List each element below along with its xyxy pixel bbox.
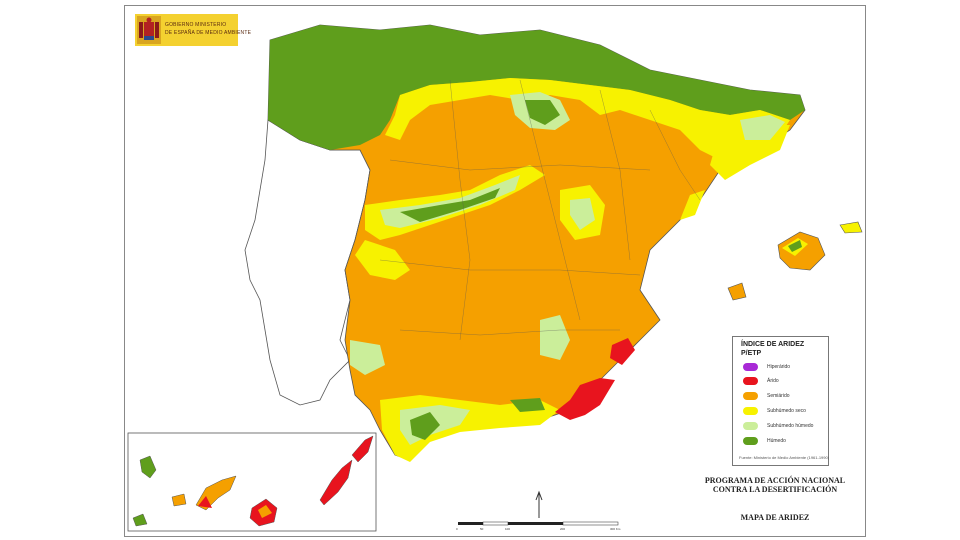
cazorla-moist [540,315,570,360]
legend-swatch [743,437,758,445]
catalonia-coast [680,190,705,220]
central-humid [400,188,500,222]
logo-line-1: GOBIERNO MINISTERIO [165,22,227,28]
southwest-subhumid [350,340,385,375]
legend-swatch [743,377,758,385]
nevada-humid [510,398,545,412]
north-humid-patch [525,100,560,125]
menorca [839,221,863,234]
legend-swatch [743,392,758,400]
lanzarote [351,435,374,463]
catalonia-moist [740,115,785,140]
west-subhumid [355,240,410,280]
arid-murcia [610,338,635,365]
fuerteventura [319,459,353,506]
ibiza [727,282,747,301]
legend-label: Húmedo [767,438,786,444]
scale-label-100: 100 [505,527,511,531]
legend-swatch [743,422,758,430]
scale-label-0: 0 [456,527,458,531]
legend-label: Subhúmedo seco [767,408,806,414]
iberian-moist [570,198,595,230]
province-borders [379,79,701,341]
north-transition [385,78,790,160]
gran-canaria-center [258,505,272,518]
ministry-logo: GOBIERNO MINISTERIO DE ESPAÑA DE MEDIO A… [135,14,251,46]
legend-label: Subhúmedo húmedo [767,423,814,429]
legend-label: Árido [767,378,779,384]
program-title-line-2: CONTRA LA DESERTIFICACIÓN [712,485,838,494]
tenerife-red [198,496,212,508]
logo-line-2: DE ESPAÑA DE MEDIO AMBIENTE [165,30,252,36]
legend-subtitle: P/ETP [741,350,762,357]
legend-swatch [743,363,758,371]
map-title: MAPA DE ARIDEZ [740,513,810,522]
legend-swatch [743,407,758,415]
la-gomera [171,493,187,507]
program-title: PROGRAMA DE ACCIÓN NACIONAL CONTRA LA DE… [700,476,850,494]
legend-label: Semiárido [767,393,790,399]
legend-label: Hiperárido [767,364,791,370]
scale-label-300: 300 Km [610,527,621,531]
arid-almeria [555,378,615,420]
legend-title: ÍNDICE DE ARIDEZ [741,341,805,348]
legend-source: Fuente: Ministerio de Medio Ambiente (19… [739,455,830,460]
mallorca-humid [788,240,802,252]
north-arrow [535,490,543,518]
la-palma [139,455,157,479]
program-title-line-1: PROGRAMA DE ACCIÓN NACIONAL [704,476,846,485]
scale-label-200: 200 [560,527,566,531]
grazalema-humid [410,412,440,440]
mallorca [777,231,826,271]
scale-bar [458,521,619,526]
legend-box: ÍNDICE DE ARIDEZ P/ETP Hiperárido Árido … [732,336,829,466]
coat-of-arms-icon [137,16,161,44]
el-hierro [132,513,148,527]
north-humid [268,25,805,150]
scale-label-50: 50 [480,527,484,531]
